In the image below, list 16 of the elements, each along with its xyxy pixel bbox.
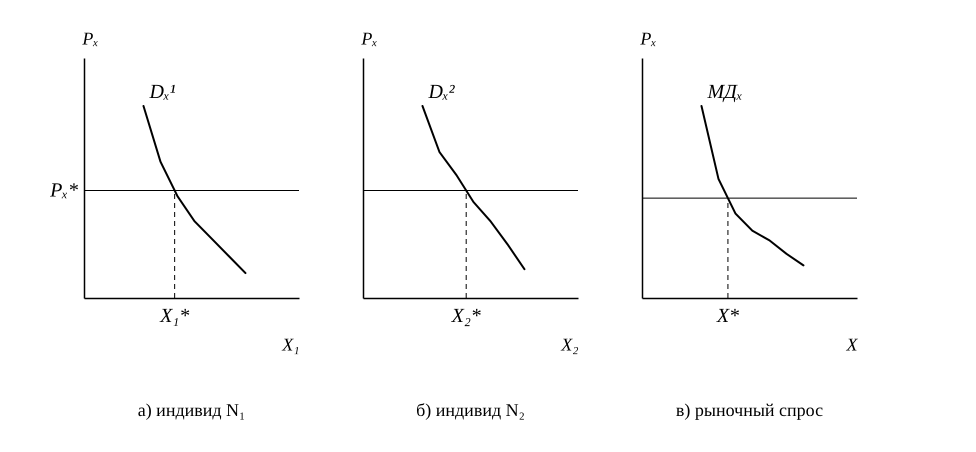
- series-label: МДₓ: [706, 81, 743, 103]
- text: X*: [716, 305, 740, 327]
- text: а) индивид N₁: [138, 400, 246, 420]
- y-axis-title: Pₓ: [81, 28, 98, 48]
- x-axis-title: X₂: [560, 334, 578, 354]
- series-label: Dₓ¹: [148, 81, 176, 103]
- y-axis-title: Pₓ: [639, 28, 656, 48]
- text: X₂*: [450, 305, 481, 327]
- series-label: Dₓ²: [427, 81, 456, 103]
- ref-line-label: Pₓ*: [49, 179, 78, 202]
- y-axis-title: Pₓ: [360, 28, 378, 48]
- x-axis-title: X: [846, 334, 858, 354]
- text: X₁*: [159, 305, 190, 327]
- text: б) индивид N₂: [416, 400, 525, 420]
- x-axis-title: X₁: [281, 334, 300, 354]
- text: в) рыночный спрос: [676, 400, 824, 420]
